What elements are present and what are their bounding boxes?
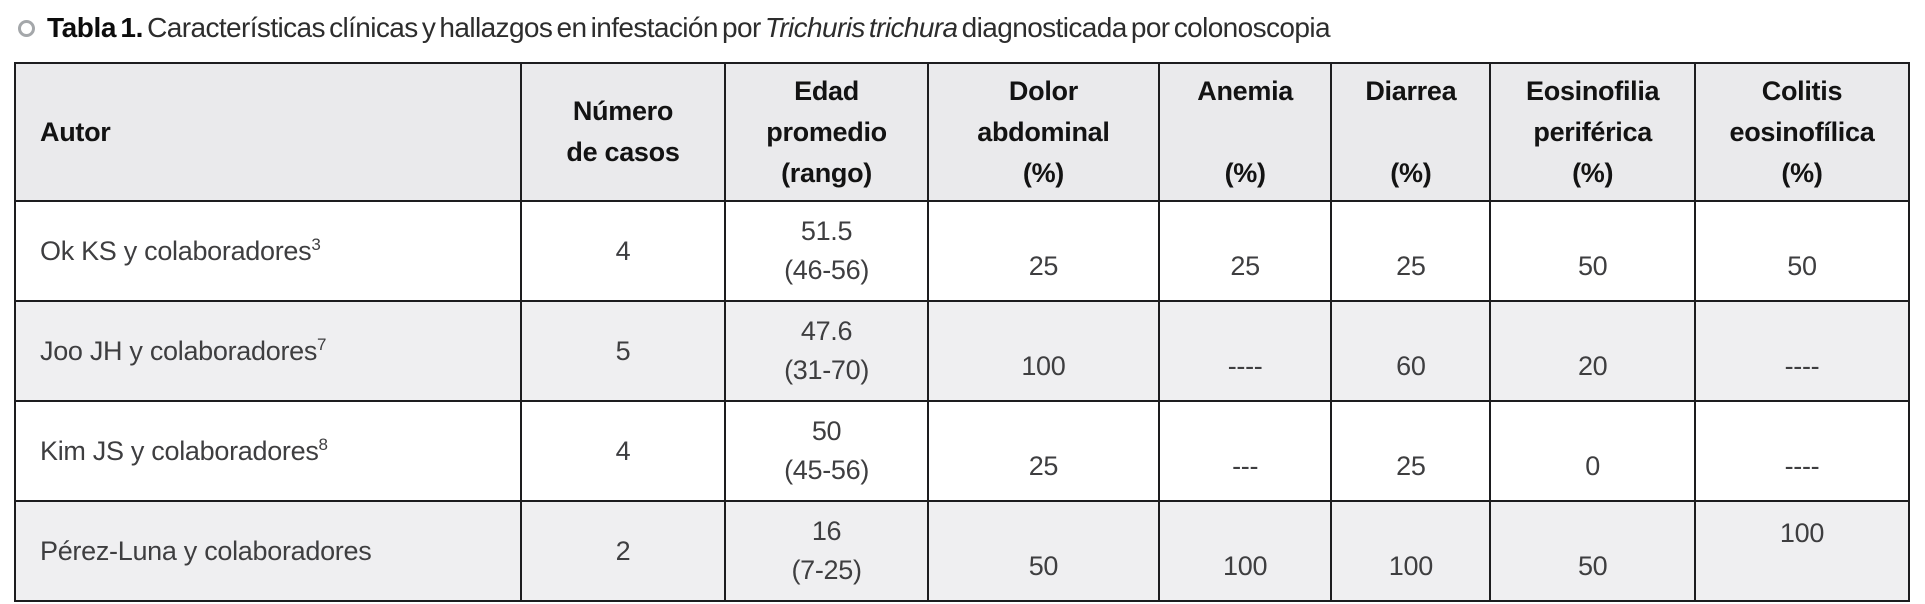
reference-superscript: 8 [318,434,328,454]
cell-dolor: 100 [926,300,1160,402]
cell-anemia: 100 [1157,500,1333,602]
cell-dolor: 25 [926,400,1160,502]
cell-edad-promedio: 47.6 (31-70) [724,300,929,402]
cell-colitis: 50 [1693,200,1911,302]
column-header-eosinofilia-periferica-pct: Eosinofilia periférica (%) [1489,62,1696,202]
cell-numero-de-casos: 4 [519,200,727,302]
cell-eosinofilia: 50 [1489,200,1696,302]
cell-edad-promedio: 51.5 (46-56) [724,200,929,302]
cell-author: Joo JH y colaboradores7 [14,300,522,402]
table-header: Autor Número de casos Edad promedio (rango) Do… [14,62,1911,202]
cell-anemia: 25 [1157,200,1333,302]
column-header-edad-promedio-rango: Edad promedio (rango) [724,62,929,202]
table-row: Kim JS y colaboradores8 4 50 (45-56) 25 --- 25… [14,400,1911,502]
reference-superscript: 7 [317,334,327,354]
cell-eosinofilia: 20 [1489,300,1696,402]
column-header-autor: Autor [14,62,522,202]
column-header-diarrea-pct: Diarrea (%) [1330,62,1492,202]
cell-edad-promedio: 16 (7-25) [724,500,929,602]
table-row: Ok KS y colaboradores3 4 51.5 (46-56) 25 25 25… [14,200,1911,302]
bullet-circle-icon [18,19,35,37]
cell-diarrea: 25 [1330,200,1492,302]
caption-label: Tabla 1. [47,12,143,43]
table-row: Joo JH y colaboradores7 5 47.6 (31-70) 100 --… [14,300,1911,402]
cell-dolor: 50 [926,500,1160,602]
caption-description: Características clínicas y hallazgos en … [147,12,765,43]
cell-anemia: --- [1157,400,1333,502]
column-header-dolor-abdominal-pct: Dolor abdominal (%) [926,62,1160,202]
column-header-anemia-pct: Anemia (%) [1157,62,1333,202]
cell-eosinofilia: 0 [1489,400,1696,502]
table-row: Pérez-Luna y colaboradores 2 16 (7-25) 50 100… [14,500,1911,602]
cell-colitis: ---- [1693,400,1911,502]
cell-eosinofilia: 50 [1489,500,1696,602]
column-header-colitis-eosinofilica-pct: Colitis eosinofílica (%) [1693,62,1911,202]
cell-edad-promedio: 50 (45-56) [724,400,929,502]
cell-author: Pérez-Luna y colaboradores [14,500,522,602]
cell-numero-de-casos: 4 [519,400,727,502]
cell-anemia: ---- [1157,300,1333,402]
table-body: Ok KS y colaboradores3 4 51.5 (46-56) 25 25 25… [14,200,1911,602]
table-caption: Tabla 1. Características clínicas y hall… [18,12,1331,44]
header-row: Autor Número de casos Edad promedio (rango) Do… [14,62,1911,202]
column-header-numero-de-casos: Número de casos [519,62,727,202]
cell-author: Ok KS y colaboradores3 [14,200,522,302]
caption-species-name: Trichuris trichura [764,12,958,43]
cell-colitis: ---- [1693,300,1911,402]
cell-dolor: 25 [926,200,1160,302]
clinical-findings-table: Autor Número de casos Edad promedio (rango) Do… [14,62,1911,602]
cell-diarrea: 60 [1330,300,1492,402]
cell-colitis: 100 [1693,500,1911,602]
cell-numero-de-casos: 5 [519,300,727,402]
cell-author: Kim JS y colaboradores8 [14,400,522,502]
cell-diarrea: 100 [1330,500,1492,602]
cell-numero-de-casos: 2 [519,500,727,602]
caption-description-end: diagnosticada por colonoscopia [957,12,1331,43]
cell-diarrea: 25 [1330,400,1492,502]
reference-superscript: 3 [311,234,321,254]
caption-text: Tabla 1. Características clínicas y hall… [47,12,1331,44]
